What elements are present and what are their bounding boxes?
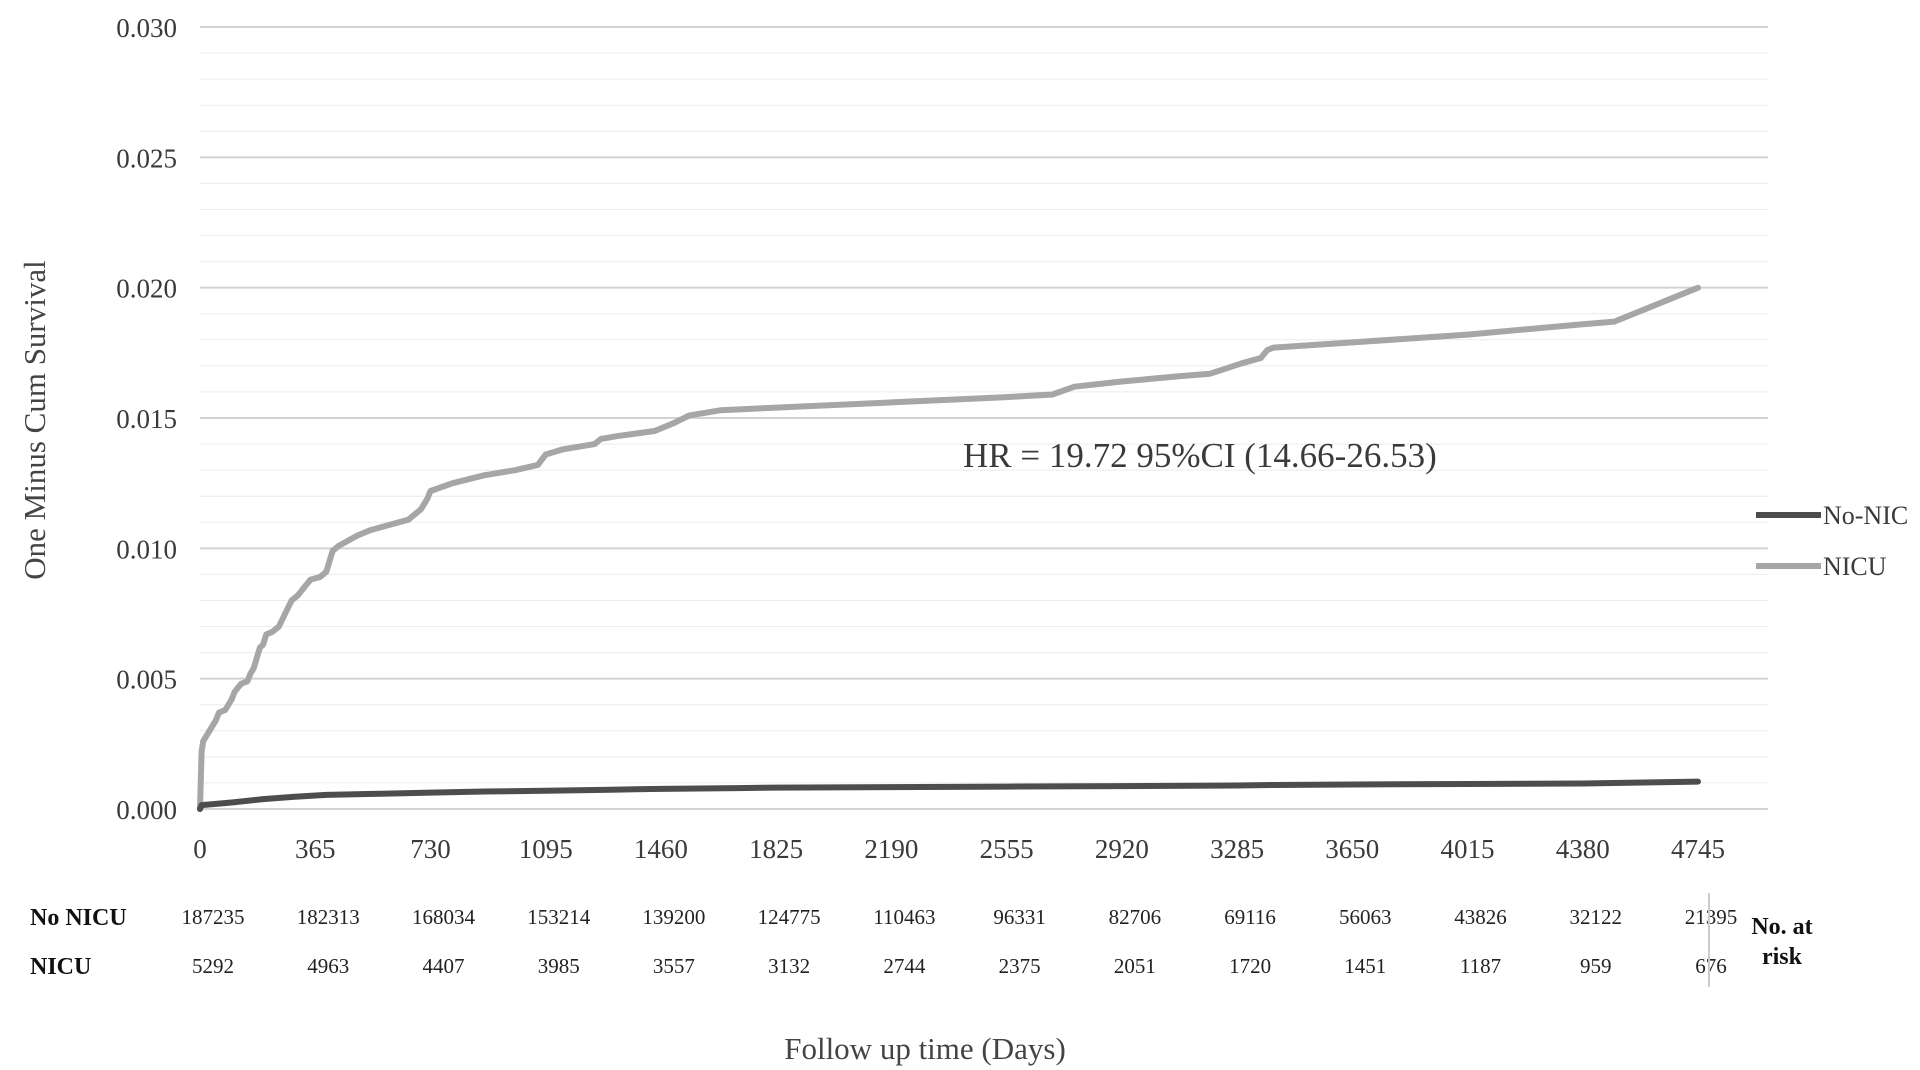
y-tick-label: 0.015 — [116, 404, 177, 434]
x-tick-label: 730 — [410, 834, 451, 864]
risk-cell: 4963 — [307, 954, 349, 978]
risk-cell: 43826 — [1454, 905, 1507, 929]
risk-cell: 3557 — [653, 954, 695, 978]
risk-cell: 56063 — [1339, 905, 1392, 929]
y-tick-label: 0.030 — [116, 13, 177, 43]
risk-cell: 3985 — [538, 954, 580, 978]
x-tick-label: 365 — [295, 834, 336, 864]
risk-cell: 2744 — [883, 954, 926, 978]
x-tick-labels: 0 365 730 1095 1460 1825 2190 2555 2920 3285 3650 4… — [193, 834, 1725, 864]
risk-cell: 32122 — [1570, 905, 1623, 929]
risk-cell: 182313 — [297, 905, 360, 929]
x-tick-label: 4745 — [1671, 834, 1725, 864]
x-tick-label: 4380 — [1556, 834, 1610, 864]
hazard-ratio-annotation: HR = 19.72 95%CI (14.66-26.53) — [963, 436, 1437, 475]
y-tick-label: 0.020 — [116, 274, 177, 304]
x-tick-label: 3285 — [1210, 834, 1264, 864]
risk-cell: 96331 — [993, 905, 1046, 929]
y-tick-label: 0.000 — [116, 795, 177, 825]
risk-cell: 2051 — [1114, 954, 1156, 978]
x-tick-label: 2920 — [1095, 834, 1149, 864]
risk-cell: 82706 — [1109, 905, 1162, 929]
x-tick-label: 1825 — [749, 834, 803, 864]
x-tick-label: 1095 — [519, 834, 573, 864]
x-axis-title: Follow up time (Days) — [784, 1031, 1066, 1066]
x-tick-label: 2555 — [980, 834, 1034, 864]
series-lines — [197, 284, 1701, 812]
x-tick-label: 4015 — [1441, 834, 1495, 864]
legend-label-nicu: NICU — [1823, 552, 1887, 581]
y-tick-labels: 0.000 0.005 0.010 0.015 0.020 0.025 0.030 — [116, 13, 177, 825]
series-line-no-nic — [197, 778, 1701, 812]
y-tick-label: 0.025 — [116, 143, 177, 173]
legend-label-no-nic: No-NIC — [1823, 501, 1908, 530]
risk-cell: 1720 — [1229, 954, 1271, 978]
risk-cell: 676 — [1695, 954, 1727, 978]
risk-cell: 168034 — [412, 905, 476, 929]
risk-cell: 153214 — [527, 905, 591, 929]
risk-table: No NICU 187235 182313 168034 153214 139200 124… — [30, 905, 1737, 980]
x-tick-label: 0 — [193, 834, 207, 864]
risk-cell: 69116 — [1224, 905, 1276, 929]
risk-cell: 959 — [1580, 954, 1612, 978]
legend: No-NIC NICU — [1756, 501, 1908, 581]
x-tick-label: 1460 — [634, 834, 688, 864]
risk-row-label: NICU — [30, 954, 91, 980]
risk-table-title-line-2: risk — [1762, 944, 1803, 970]
risk-cell: 187235 — [182, 905, 245, 929]
risk-cell: 3132 — [768, 954, 810, 978]
risk-cell: 124775 — [758, 905, 821, 929]
y-tick-label: 0.005 — [116, 665, 177, 695]
risk-row-label: No NICU — [30, 905, 127, 931]
series-line-nicu — [197, 284, 1701, 812]
gridlines — [200, 26, 1768, 810]
x-tick-label: 3650 — [1325, 834, 1379, 864]
risk-cell: 21395 — [1685, 905, 1738, 929]
risk-table-title-line-1: No. at — [1751, 914, 1812, 940]
x-tick-label: 2190 — [864, 834, 918, 864]
risk-cell: 1187 — [1460, 954, 1501, 978]
risk-cell: 2375 — [999, 954, 1041, 978]
risk-cell: 110463 — [873, 905, 935, 929]
risk-cell: 5292 — [192, 954, 234, 978]
risk-cell: 139200 — [642, 905, 705, 929]
risk-cell: 4407 — [422, 954, 464, 978]
risk-cell: 1451 — [1344, 954, 1386, 978]
y-axis-title: One Minus Cum Survival — [17, 260, 52, 579]
y-tick-label: 0.010 — [116, 534, 177, 564]
